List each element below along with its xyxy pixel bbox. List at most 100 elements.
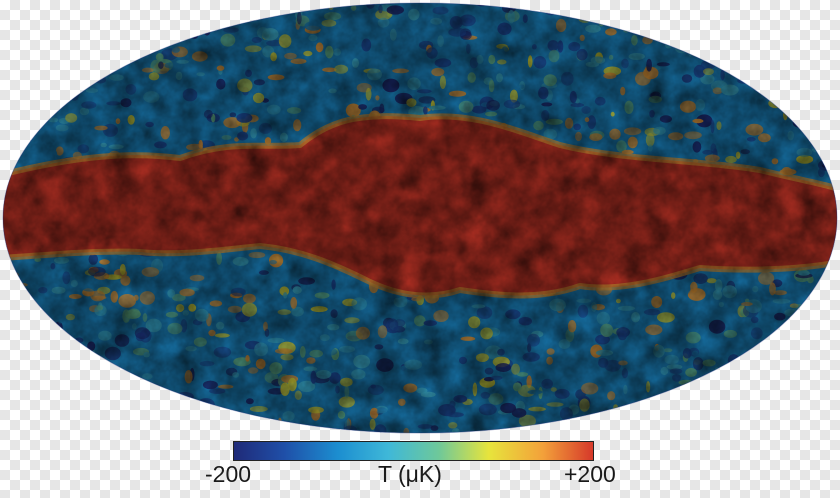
fluctuation-spot	[281, 435, 297, 440]
noise-texture	[3, 3, 837, 433]
fluctuation-spot	[766, 86, 784, 96]
fluctuation-spot	[833, 429, 837, 433]
fluctuation-spot	[814, 330, 825, 341]
fluctuation-spot	[823, 32, 829, 46]
fluctuation-spot	[754, 419, 771, 430]
fluctuation-spot	[671, 13, 678, 20]
fluctuation-spot	[635, 11, 647, 22]
fluctuation-spot	[530, 432, 545, 433]
fluctuation-spot	[45, 95, 61, 104]
fluctuation-spot	[728, 412, 735, 419]
fluctuation-spot	[816, 344, 825, 350]
fluctuation-spot	[826, 294, 837, 304]
fluctuation-spot	[749, 384, 761, 398]
fluctuation-spot	[80, 3, 97, 6]
fluctuation-spot	[821, 3, 836, 6]
fluctuation-spot	[751, 17, 768, 30]
fluctuation-spot	[95, 48, 110, 60]
fluctuation-spot	[817, 3, 826, 9]
fluctuation-spot	[73, 374, 91, 386]
fluctuation-spot	[757, 19, 768, 31]
fluctuation-spot	[143, 35, 155, 41]
fluctuation-spot	[598, 3, 611, 5]
fluctuation-spot	[808, 403, 814, 412]
fluctuation-spot	[24, 336, 40, 348]
fluctuation-spot	[29, 324, 42, 338]
fluctuation-spot	[15, 59, 34, 69]
fluctuation-spot	[737, 14, 742, 26]
fluctuation-spot	[51, 348, 63, 359]
fluctuation-spot	[824, 274, 829, 280]
fluctuation-spot	[177, 399, 186, 412]
fluctuation-spot	[824, 338, 829, 346]
fluctuation-spot	[642, 414, 651, 423]
fluctuation-spot	[83, 3, 100, 5]
fluctuation-spot	[64, 22, 79, 36]
fluctuation-spot	[165, 27, 179, 34]
fluctuation-spot	[619, 415, 630, 423]
fluctuation-spot	[6, 96, 12, 103]
fluctuation-spot	[788, 88, 795, 102]
fluctuation-spot	[254, 425, 263, 433]
fluctuation-spot	[685, 36, 704, 47]
fluctuation-spot	[758, 369, 767, 375]
fluctuation-spot	[102, 25, 111, 34]
fluctuation-spot	[3, 134, 16, 149]
fluctuation-spot	[19, 391, 26, 402]
fluctuation-spot	[761, 66, 778, 77]
fluctuation-spot	[700, 43, 718, 49]
fluctuation-spot	[68, 81, 80, 91]
fluctuation-spot	[768, 350, 773, 358]
fluctuation-spot	[68, 396, 78, 405]
fluctuation-spot	[3, 388, 15, 403]
fluctuation-spot	[29, 404, 42, 413]
fluctuation-spot	[786, 417, 804, 422]
fluctuation-spot	[542, 3, 554, 11]
fluctuation-spot	[91, 408, 104, 421]
fluctuation-spot	[785, 346, 797, 352]
fluctuation-spot	[208, 4, 218, 12]
fluctuation-spot	[746, 373, 754, 379]
fluctuation-spot	[714, 394, 722, 403]
fluctuation-spot	[17, 420, 31, 433]
fluctuation-spot	[109, 432, 127, 433]
fluctuation-spot	[96, 385, 115, 393]
fluctuation-spot	[800, 60, 812, 68]
fluctuation-spot	[820, 92, 833, 106]
fluctuation-spot	[804, 356, 817, 369]
fluctuation-spot	[204, 3, 209, 15]
fluctuation-spot	[104, 10, 117, 24]
fluctuation-spot	[779, 371, 786, 383]
map-outline	[2, 2, 838, 434]
fluctuation-spot	[59, 77, 68, 83]
fluctuation-spot	[29, 433, 44, 439]
fluctuation-spot	[35, 324, 40, 335]
fluctuation-spot	[796, 427, 806, 433]
fluctuation-spot	[3, 100, 15, 109]
fluctuation-spot	[737, 34, 755, 40]
fluctuation-spot	[20, 406, 34, 416]
fluctuation-spot	[746, 389, 756, 400]
fluctuation-spot	[369, 435, 382, 440]
fluctuation-spot	[145, 3, 160, 9]
fluctuation-spot	[3, 318, 5, 326]
fluctuation-spot	[236, 421, 246, 433]
fluctuation-spot	[3, 27, 15, 33]
fluctuation-spot	[72, 422, 82, 433]
fluctuation-spot	[754, 48, 761, 56]
fluctuation-spot	[64, 44, 83, 54]
fluctuation-spot	[815, 58, 831, 71]
fluctuation-spot	[148, 30, 160, 36]
fluctuation-spot	[716, 424, 735, 433]
fluctuation-spot	[551, 3, 565, 4]
fluctuation-spot	[806, 427, 820, 433]
fluctuation-spot	[769, 409, 781, 422]
fluctuation-spot	[756, 76, 765, 89]
fluctuation-spot	[792, 431, 805, 433]
fluctuation-spot	[58, 21, 72, 34]
fluctuation-spot	[817, 4, 825, 16]
fluctuation-spot	[54, 20, 58, 31]
colorbar-unit-label: T (μK)	[378, 461, 442, 487]
fluctuation-spot	[804, 429, 820, 433]
fluctuation-spot	[13, 326, 25, 331]
